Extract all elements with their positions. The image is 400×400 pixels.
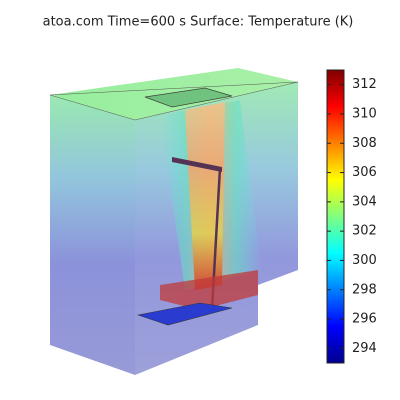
colorbar-tick-label: 304 — [352, 194, 377, 209]
colorbar-tick-label: 308 — [352, 136, 377, 151]
colorbar-tick-label: 310 — [352, 106, 377, 121]
colorbar-tick-label: 302 — [352, 224, 377, 239]
colorbar-ramp — [326, 69, 345, 364]
chart-title: atoa.com Time=600 s Surface: Temperature… — [43, 15, 354, 30]
colorbar-tick-label: 296 — [352, 312, 377, 327]
model-3d — [49, 68, 299, 375]
colorbar-tick-label: 298 — [352, 282, 377, 297]
colorbar-tick-label: 294 — [352, 341, 377, 356]
colorbar-tick-label: 306 — [352, 165, 377, 180]
colorbar: 294 296 298 300 302 304 306 308 310 312 — [326, 69, 377, 364]
colorbar-tick-label: 300 — [352, 253, 377, 268]
colorbar-tick-label: 312 — [352, 77, 377, 92]
